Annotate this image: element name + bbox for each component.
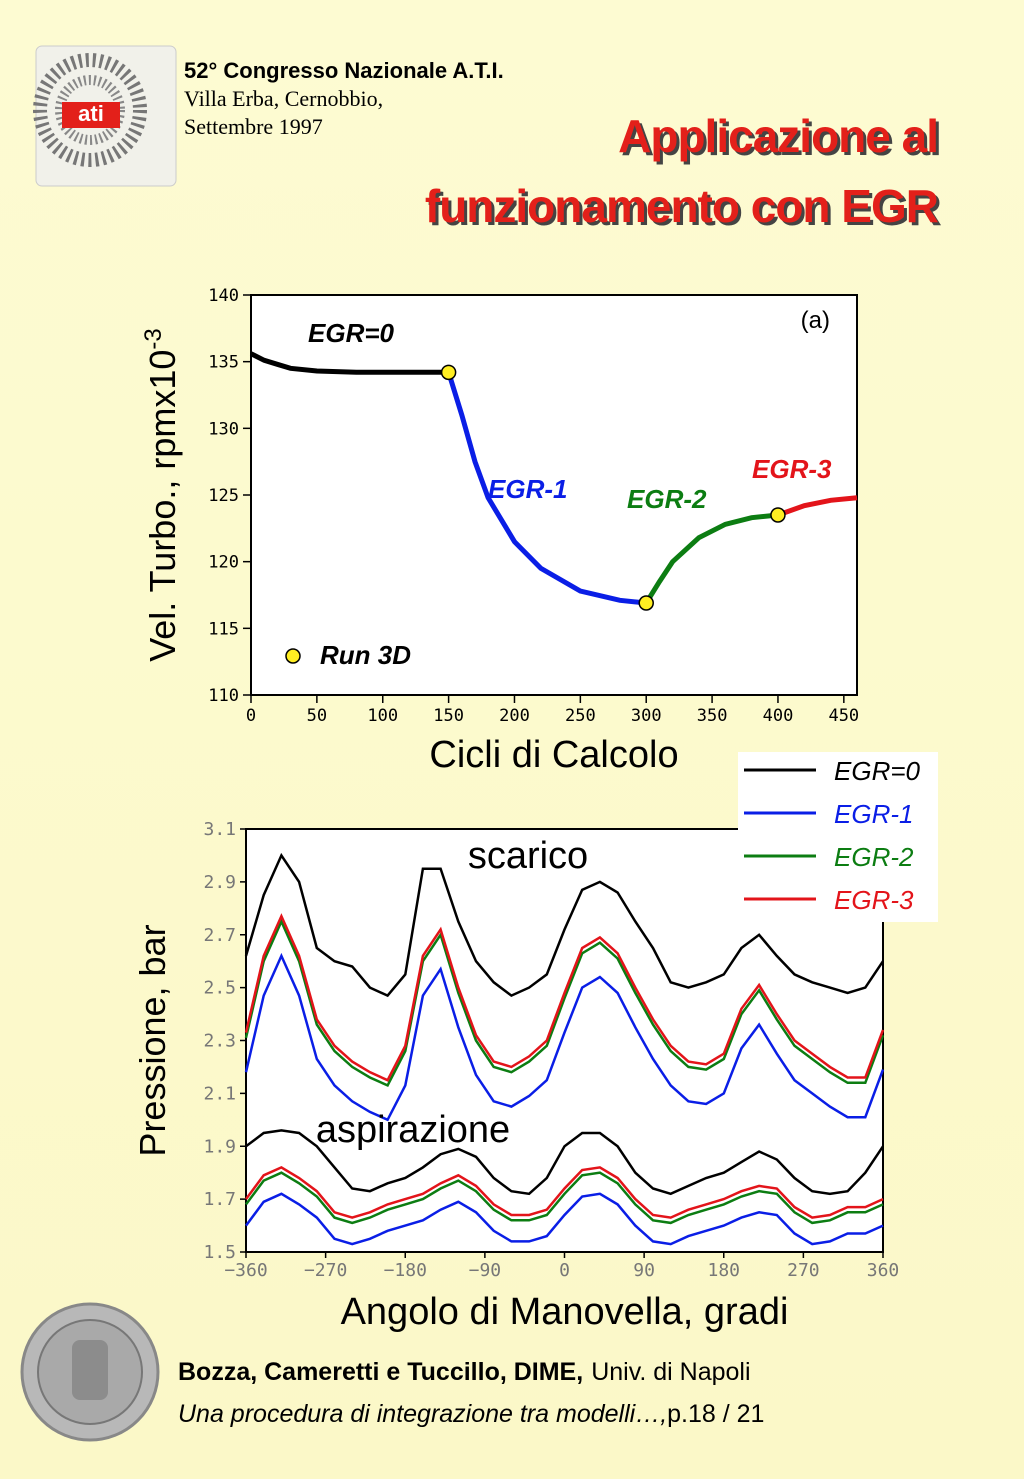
legend-label: Run 3D [320, 640, 411, 670]
series-label: EGR-2 [627, 484, 707, 514]
line [244, 952, 885, 1122]
x-tick-label: 0 [246, 706, 256, 726]
y-tick-label: 125 [208, 486, 239, 506]
x-axis-label: Angolo di Manovella, gradi [341, 1291, 789, 1333]
legend-marker [285, 648, 301, 664]
x-tick-label: 150 [433, 706, 464, 726]
series-label: EGR=0 [308, 318, 395, 348]
series-label: EGR-3 [752, 454, 832, 484]
plot-area [250, 294, 858, 696]
y-axis-label: Pressione, bar [132, 924, 173, 1156]
x-tick-label: 360 [867, 1260, 900, 1281]
x-tick-label: 450 [828, 706, 859, 726]
logo: ati [33, 45, 177, 187]
y-tick-label: 115 [208, 619, 239, 639]
line [244, 1165, 884, 1219]
y-axis-label: Vel. Turbo., rpmx10-3 [140, 328, 183, 662]
y-tick-label: 1.9 [203, 1136, 236, 1157]
marker [638, 595, 654, 611]
authors: Bozza, Cameretti e Tuccillo, DIME, [178, 1358, 583, 1386]
x-tick-label: 350 [697, 706, 728, 726]
slide-title: Applicazione al [618, 110, 938, 162]
line [777, 495, 858, 518]
legend-box [738, 752, 938, 922]
line [446, 371, 647, 606]
y-axis-label-exponent: -3 [140, 328, 167, 349]
x-tick-label: 250 [565, 706, 596, 726]
y-tick-label: 2.1 [203, 1083, 236, 1104]
legend-label: EGR-2 [834, 842, 914, 872]
legend-label: EGR-3 [834, 885, 914, 915]
slide-title: funzionamento con EGR [425, 180, 939, 232]
x-tick-label: 0 [559, 1260, 570, 1281]
header-line: Settembre 1997 [184, 114, 323, 139]
group-label: scarico [468, 835, 588, 877]
line [244, 852, 885, 998]
y-tick-label: 2.9 [203, 872, 236, 893]
legend-label: EGR=0 [834, 756, 921, 786]
marker [440, 364, 457, 381]
x-tick-label: 180 [707, 1260, 740, 1281]
x-tick-label: 90 [633, 1260, 655, 1281]
x-tick-label: 200 [499, 706, 530, 726]
x-axis-label: Cicli di Calcolo [429, 734, 678, 776]
header-line: 52° Congresso Nazionale A.T.I. [184, 58, 504, 83]
y-tick-label: 1.5 [203, 1242, 236, 1263]
x-tick-label: −180 [384, 1260, 427, 1281]
affiliation: Univ. di Napoli [591, 1358, 750, 1386]
page-number: p.18 / 21 [667, 1400, 764, 1428]
footer-line: Una procedura di integrazione tra modell… [178, 1400, 764, 1428]
x-tick-label: 100 [367, 706, 398, 726]
header-line: Villa Erba, Cernobbio, [184, 86, 383, 111]
y-tick-label: 2.7 [203, 925, 236, 946]
x-tick-label: −90 [469, 1260, 502, 1281]
y-tick-label: 140 [208, 286, 239, 306]
y-axis-label-text: Vel. Turbo., rpmx10 [142, 350, 183, 662]
series-label: EGR-1 [488, 474, 567, 504]
x-tick-label: 300 [631, 706, 662, 726]
seal [20, 1302, 160, 1442]
x-tick-label: −360 [224, 1260, 267, 1281]
panel-label: (a) [801, 307, 830, 334]
x-tick-label: 50 [307, 706, 327, 726]
line [244, 913, 885, 1082]
line [249, 351, 449, 375]
x-tick-label: 400 [763, 706, 794, 726]
y-tick-label: 1.7 [203, 1189, 236, 1210]
y-tick-label: 135 [208, 353, 239, 373]
legend-label: EGR-1 [834, 799, 913, 829]
footer-line: Bozza, Cameretti e Tuccillo, DIME, Univ. … [178, 1358, 751, 1386]
footer-subtitle: Una procedura di integrazione tra modell… [178, 1400, 667, 1428]
x-tick-label: 270 [787, 1260, 820, 1281]
line [244, 918, 885, 1088]
y-tick-label: 3.1 [203, 819, 236, 840]
marker [770, 507, 786, 523]
y-tick-label: 130 [208, 419, 239, 439]
line [245, 1129, 885, 1196]
logo-text: ati [78, 101, 104, 126]
line [244, 1192, 884, 1246]
x-tick-label: −270 [304, 1260, 347, 1281]
y-tick-label: 110 [208, 686, 239, 706]
y-tick-label: 2.5 [203, 978, 236, 999]
y-tick-label: 120 [208, 553, 239, 573]
y-tick-label: 2.3 [203, 1031, 236, 1052]
line [244, 1171, 884, 1225]
group-label: aspirazione [316, 1109, 510, 1151]
line [644, 512, 779, 605]
